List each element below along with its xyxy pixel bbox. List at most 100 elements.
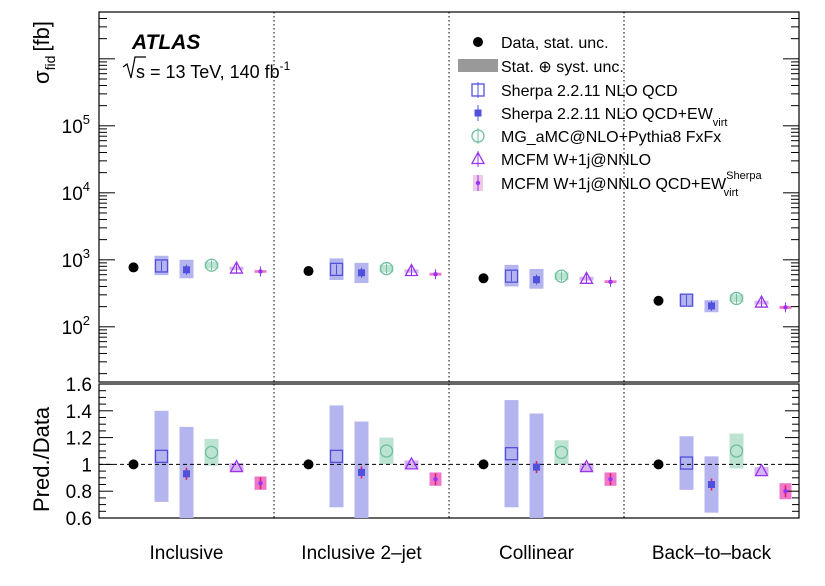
legend-label: MG_aMC@NLO+Pythia8 FxFx <box>501 129 721 146</box>
marker-open-triangle <box>579 270 594 284</box>
marker-filled-circle <box>128 262 139 273</box>
tick-base: 10 <box>62 318 83 339</box>
upper-y-tick-label: 105 <box>62 112 90 138</box>
marker-open-triangle <box>470 151 486 165</box>
marker-filled-circle <box>653 459 664 470</box>
marker-filled-square <box>183 266 190 274</box>
tick-exponent: 4 <box>83 179 90 194</box>
lower-y-label: Pred./Data <box>29 406 54 512</box>
marker-open-triangle <box>754 294 769 308</box>
legend-label: MCFM W+1j@NNLO QCD+EWSherpa virt <box>501 170 762 199</box>
legend-label-text: Data, stat. unc. <box>501 35 609 52</box>
marker-open-circle <box>204 445 219 459</box>
energy-text: s = 13 TeV, 140 fb <box>136 62 280 82</box>
legend: Data, stat. unc. Stat. ⊕ syst. unc. Sherpa… <box>458 35 762 199</box>
marker-open-circle <box>729 444 744 458</box>
lower-y-tick-label: 1 <box>81 455 92 476</box>
legend-label-text: MG_aMC@NLO+Pythia8 FxFx <box>501 129 721 146</box>
marker-filled-square <box>533 276 540 284</box>
category-dividers <box>99 12 799 518</box>
marker-open-circle <box>554 445 569 459</box>
legend-label: Sherpa 2.2.11 NLO QCD <box>501 83 678 100</box>
upper-y-unit: [fb] <box>29 21 54 52</box>
marker-small-dot <box>783 305 788 310</box>
marker-small-dot <box>608 279 613 284</box>
legend-band-swatch <box>458 59 498 72</box>
tick-exponent: 3 <box>83 246 90 261</box>
category-label: Inclusive 2–jet <box>301 543 422 564</box>
marker-open-triangle <box>229 260 244 274</box>
marker-open-square <box>504 269 519 283</box>
axis-ticks <box>99 11 799 519</box>
marker-open-triangle <box>754 463 769 477</box>
marker-filled-square <box>358 269 365 277</box>
legend-label-text: Stat. ⊕ syst. unc. <box>501 59 624 76</box>
tick-exponent: 2 <box>83 313 90 328</box>
legend-label-text: Sherpa 2.2.11 NLO QCD+EW <box>501 106 714 123</box>
marker-filled-circle <box>478 273 489 284</box>
category-label: Inclusive <box>150 543 224 564</box>
marker-small-dot <box>258 269 263 274</box>
tick-base: 10 <box>62 251 83 272</box>
marker-open-square <box>679 293 694 307</box>
legend-label: Data, stat. unc. <box>501 35 609 52</box>
marker-filled-square <box>708 302 715 310</box>
lower-band <box>329 405 344 508</box>
lower-y-tick-label: 0.6 <box>66 509 92 530</box>
category-label: Back–to–back <box>652 543 772 564</box>
marker-open-square <box>679 456 694 470</box>
lower-band <box>404 460 419 469</box>
marker-small-dot <box>433 476 438 482</box>
lower-band <box>379 437 394 465</box>
lower-band <box>504 400 519 508</box>
marker-open-circle <box>554 269 569 283</box>
marker-filled-square <box>183 470 190 478</box>
legend-label-text: MCFM W+1j@NNLO <box>501 152 651 169</box>
legend-label: Stat. ⊕ syst. unc. <box>501 59 624 76</box>
experiment-label: ATLAS <box>131 31 200 54</box>
lower-band <box>754 467 769 476</box>
svg-text:s = 13 TeV, 140 fb-1: s = 13 TeV, 140 fb-1 <box>136 59 291 82</box>
marker-filled-square <box>358 468 365 476</box>
marker-small-dot <box>475 180 481 186</box>
marker-open-square <box>504 447 519 461</box>
marker-open-circle <box>379 444 394 458</box>
lower-band <box>154 410 169 502</box>
lower-y-tick-label: 1.4 <box>66 402 93 423</box>
marker-open-square <box>329 262 344 277</box>
marker-small-dot <box>783 489 788 494</box>
marker-small-dot <box>433 271 438 277</box>
marker-open-square <box>471 83 485 97</box>
marker-open-circle <box>379 261 394 276</box>
marker-small-dot <box>608 476 613 482</box>
lower-band <box>204 438 219 466</box>
marker-open-triangle <box>579 459 594 473</box>
legend-label: Sherpa 2.2.11 NLO QCD+EWvirt <box>501 106 727 129</box>
marker-open-square <box>154 259 169 273</box>
lower-band <box>579 463 594 472</box>
legend-label-text: Sherpa 2.2.11 NLO QCD <box>501 83 678 100</box>
upper-y-tick-label: 104 <box>62 179 90 205</box>
marker-filled-circle <box>653 295 664 306</box>
lower-y-tick-label: 0.8 <box>66 482 92 503</box>
lower-band <box>729 433 744 469</box>
lower-band <box>229 463 244 472</box>
marker-open-square <box>329 449 344 464</box>
marker-open-square <box>154 449 169 464</box>
upper-y-sub: fid <box>42 56 58 71</box>
legend-label-sub: virt <box>724 187 739 199</box>
marker-filled-circle <box>303 266 314 277</box>
tick-base: 10 <box>62 117 83 138</box>
marker-filled-square <box>708 481 715 488</box>
marker-open-circle <box>471 129 485 143</box>
tick-exponent: 5 <box>83 112 90 127</box>
sqrt-icon <box>122 56 146 79</box>
marker-filled-square <box>474 109 482 117</box>
marker-open-triangle <box>404 263 419 277</box>
marker-open-triangle <box>404 456 419 470</box>
upper-y-label: σfid [fb] <box>29 21 58 84</box>
marker-filled-circle <box>478 459 489 470</box>
marker-open-triangle <box>229 459 244 473</box>
